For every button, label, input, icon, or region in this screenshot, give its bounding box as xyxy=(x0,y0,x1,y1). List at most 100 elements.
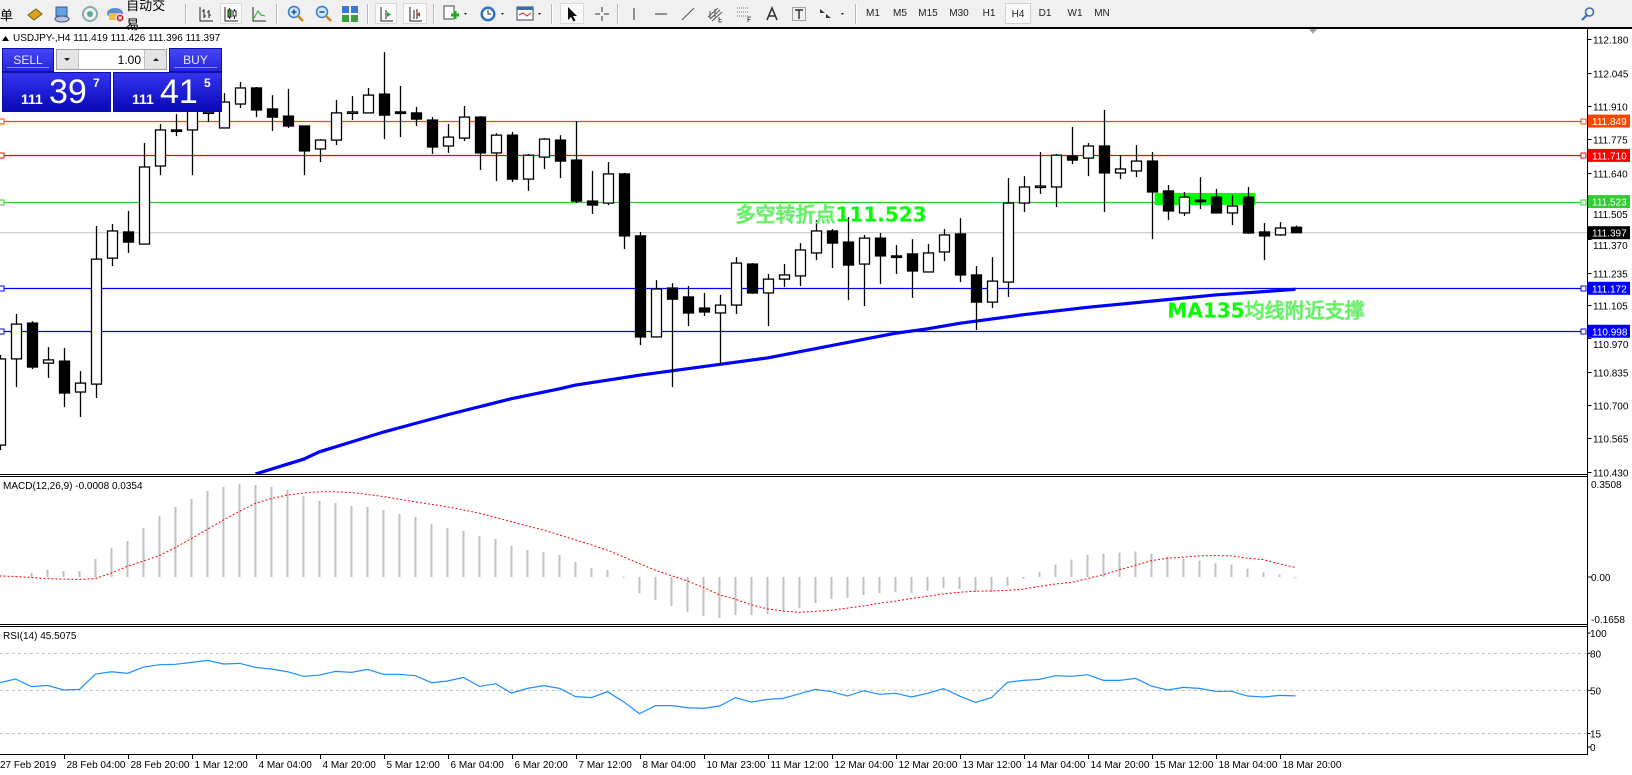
sell-button[interactable]: SELL xyxy=(2,48,54,72)
chart-shift-button[interactable] xyxy=(403,3,427,24)
macd-histogram-bar xyxy=(670,577,673,606)
text-label-button[interactable] xyxy=(788,3,810,24)
candle xyxy=(10,313,23,388)
candle-body-bear xyxy=(474,116,487,154)
timeframe-m30[interactable]: M30 xyxy=(949,8,969,19)
zoom-in-button[interactable] xyxy=(286,3,306,24)
signals-button[interactable] xyxy=(79,3,101,24)
tile-windows-button[interactable] xyxy=(340,3,360,24)
line-handle-left[interactable] xyxy=(0,118,5,125)
lot-input[interactable] xyxy=(78,50,145,69)
line-handle-right[interactable] xyxy=(1580,285,1587,292)
auto-scroll-icon xyxy=(380,6,393,21)
time-label: 18 Mar 20:00 xyxy=(1283,760,1342,771)
buy-price-pip: 5 xyxy=(204,76,211,90)
line-chart-button[interactable] xyxy=(249,3,269,24)
bar-chart-button[interactable] xyxy=(196,3,216,24)
collapse-triangle-icon[interactable] xyxy=(2,36,9,41)
candlestick-chart-icon xyxy=(224,6,238,21)
candle xyxy=(746,263,759,294)
lot-increase-button[interactable] xyxy=(146,50,166,69)
time-label: 5 Mar 12:00 xyxy=(387,760,441,771)
market-watch-button[interactable] xyxy=(24,3,46,24)
periods-button[interactable] xyxy=(477,3,509,24)
horizontal-line-button[interactable] xyxy=(651,3,671,24)
macd-histogram-bar xyxy=(1278,574,1281,577)
candle xyxy=(394,85,407,138)
navigator-button[interactable] xyxy=(51,3,73,24)
timeframe-d1[interactable]: D1 xyxy=(1038,8,1052,19)
macd-histogram-bar xyxy=(542,552,545,577)
timeframe-h1[interactable]: H1 xyxy=(982,8,996,19)
timeframe-h4[interactable]: H4 xyxy=(1005,3,1031,24)
text-label-icon xyxy=(792,6,806,21)
sell-price-button[interactable]: 111 39 7 xyxy=(2,72,111,112)
lot-stepper[interactable] xyxy=(56,49,167,70)
candle xyxy=(618,172,631,250)
candle-body-bear xyxy=(1290,226,1303,234)
text-button[interactable] xyxy=(762,3,782,24)
timeframe-w1[interactable]: W1 xyxy=(1067,8,1083,19)
timeframe-m5[interactable]: M5 xyxy=(893,8,907,19)
macd-histogram-bar xyxy=(1214,563,1217,577)
timeframe-m15[interactable]: M15 xyxy=(918,8,938,19)
timeframe-mn[interactable]: MN xyxy=(1094,8,1110,19)
time-label: 14 Mar 20:00 xyxy=(1091,760,1150,771)
line-handle-right[interactable] xyxy=(1580,118,1587,125)
menu-fragment[interactable]: 单 xyxy=(0,8,14,23)
candle-body-bull xyxy=(778,274,791,280)
candle xyxy=(378,52,391,140)
fibonacci-retracement-button[interactable] xyxy=(733,3,755,24)
macd-histogram-bar xyxy=(30,572,33,577)
candle xyxy=(602,162,615,206)
time-label: 27 Feb 2019 xyxy=(0,760,57,771)
line-handle-right[interactable] xyxy=(1580,152,1587,159)
candle-body-bear xyxy=(266,108,279,118)
zoom-out-button[interactable] xyxy=(314,3,334,24)
candle-body-bear xyxy=(1146,160,1159,193)
line-handle-right[interactable] xyxy=(1580,199,1587,206)
line-handle-right[interactable] xyxy=(1580,328,1587,335)
macd-axis-label: -0.1658 xyxy=(1591,615,1625,626)
lot-decrease-button[interactable] xyxy=(57,50,77,69)
cursor-icon xyxy=(568,6,577,21)
line-handle-left[interactable] xyxy=(0,152,5,159)
candle-body-bull xyxy=(714,304,727,314)
candle xyxy=(1162,185,1175,221)
chart-text-annotation[interactable]: MA135均线附近支撑 xyxy=(1167,298,1365,322)
auto-trading-button[interactable]: 自动交易 xyxy=(106,0,176,32)
line-handle-left[interactable] xyxy=(0,199,5,206)
candle-body-bear xyxy=(26,322,39,368)
macd-histogram-bar xyxy=(78,571,81,577)
time-label: 6 Mar 04:00 xyxy=(451,760,505,771)
candle xyxy=(858,234,871,307)
crosshair-button[interactable] xyxy=(592,3,612,24)
templates-button[interactable] xyxy=(514,3,546,24)
cursor-button[interactable] xyxy=(560,3,584,24)
new-indicator-button[interactable] xyxy=(440,3,472,24)
price-tag xyxy=(1588,226,1630,240)
candle xyxy=(138,143,151,245)
search-button[interactable] xyxy=(1578,3,1598,24)
buy-price-button[interactable]: 111 41 5 xyxy=(113,72,222,112)
candle-body-bear xyxy=(746,263,759,294)
vertical-line-button[interactable] xyxy=(624,3,644,24)
candle-body-bull xyxy=(314,139,327,150)
buy-button[interactable]: BUY xyxy=(169,48,222,72)
candlestick-chart-button[interactable] xyxy=(220,3,242,24)
auto-scroll-button[interactable] xyxy=(375,3,397,24)
arrows-button[interactable] xyxy=(815,3,849,24)
line-handle-left[interactable] xyxy=(0,328,5,335)
trendline-button[interactable] xyxy=(678,3,698,24)
timeframe-m1[interactable]: M1 xyxy=(866,8,880,19)
time-label: 28 Feb 04:00 xyxy=(67,760,126,771)
line-handle-left[interactable] xyxy=(0,285,5,292)
main-price-pane[interactable]: 多空转折点111.523 MA135均线附近支撑 xyxy=(0,52,1588,474)
candle xyxy=(346,96,359,121)
chart-text-annotation[interactable]: 多空转折点111.523 xyxy=(735,202,927,227)
macd-histogram-bar xyxy=(174,507,177,577)
fibonacci-channel-button[interactable] xyxy=(704,3,726,24)
time-label: 18 Mar 04:00 xyxy=(1219,760,1278,771)
chart-shift-marker[interactable] xyxy=(1309,29,1317,34)
